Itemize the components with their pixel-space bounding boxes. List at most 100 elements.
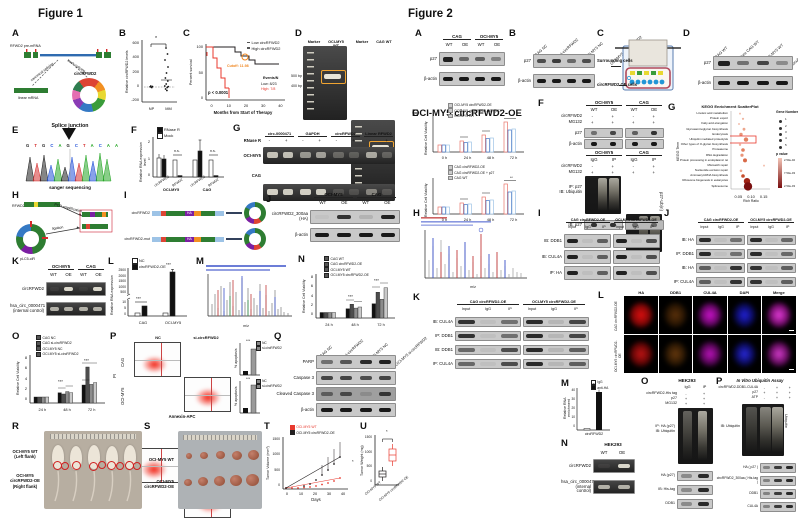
tick: 72 h [509,155,518,160]
blot [696,235,745,245]
sign: + [702,392,706,396]
kegg-term: Aminoacyl-tRNA biosynthesis [690,173,728,178]
cell-line-header: HEK293 [604,442,622,447]
blot [747,249,796,259]
label-line: (Left flank) [14,454,36,460]
x-ticks: 0 10 20 30 40 [280,491,350,496]
panel-letter: F [131,125,137,136]
mrna-label: linear mRNA [18,96,39,100]
fig1-panel-G: G circ-0000471 GAPDH circRFWD2 Linear RFWD2… [233,123,399,201]
fig2-panel-C: C Surrounding cells circRFWD2 OE cells [597,26,683,104]
tick: 6 [310,283,313,289]
blot-row: IB: DDB1 [538,234,660,248]
sign: + [776,391,778,395]
category: MM [165,106,172,111]
lane-labels: CAG WT Coculture CAG WT OCI-MY5 WT Cocultur… [714,37,798,68]
lane-label: WT [80,272,87,277]
tick: 0 [285,491,289,496]
blot [613,234,660,248]
y-ticks: 8 6 4 2 0 [22,355,27,401]
sign: - [763,386,765,390]
gel-row: circRFWD2 [561,459,635,473]
channel-headers: HA DDB1 CUL4A DAPI Merge [624,290,796,295]
tick: 6 [24,365,27,371]
sign: - [302,138,304,143]
tick: 0.15 [759,194,768,199]
legend-label: NC [262,379,267,384]
tick: 1500 [364,435,372,439]
lane-label: Input [616,225,624,229]
signs: + + [677,402,713,406]
circrna-label: circRFWD2 [74,71,97,76]
ns-annotation: n.s. [210,149,216,153]
blot [584,128,623,138]
column-header: si-circRFWD2 [193,335,219,340]
lane-label: CAG WT [376,40,392,44]
lane-label: OE [341,200,348,205]
cloning-diagram [24,202,113,235]
group: OCI-MY5 [162,187,180,192]
oe-cells-label: circRFWD2 OE cells [597,82,638,87]
row-label: DDB1 [665,501,675,506]
lane-labels-top: WT OE WT OE [584,107,664,112]
events-low: Low: 8/23 [261,82,277,86]
sign-row: ATP - + + [716,396,796,400]
ms-spectrum [421,217,527,279]
sign-row: MG132 + + + + [538,120,664,125]
blot-row-p27: p27 [538,128,664,138]
lane-label: IgG [684,385,691,389]
ip-ib-label: IP: HA (p27) IB: Ubiquitin [641,424,675,433]
viability-chart: OCI-MY5 circRFWD2-OE OCI-MY5 circRFWD2-OE… [422,102,536,164]
tick: 8 [24,355,27,360]
tick: 50 [198,69,203,75]
significance: * [155,36,158,42]
row-label: IP: HA [549,269,562,275]
blot [713,56,793,70]
row-label: IB: DDB1 [435,346,453,352]
gel-row: hsa_circ_0000471 (internal control) [561,479,635,495]
y-ticks-top: 2500 2000 1500 1000 500 [115,268,126,294]
pvalue-ticks: 2.50e-02 7.50e-03 2.50e-03 [784,158,798,188]
fig1-panel-U: U Tumor Weight (mg) 1500 1000 500 0 * OCI-M… [360,421,409,513]
fig2-panel-I: I CAG circRFWD2-OE OCI-MY5 circRFWD2-OE I… [538,208,662,292]
tick: 0 [136,82,139,88]
blot-row-ibp27: IB: p27 [538,220,664,230]
if-image-ddb1 [658,335,693,373]
cut-site [29,221,32,227]
sign-row: circRFWD2 - + - + [538,164,664,169]
sign-row: MG132 + + + + [538,170,664,175]
circrna-ring: circRFWD2 [72,71,106,112]
gel [46,302,106,316]
row-label: IB: CUL4A [541,253,562,259]
size-item: 4 [778,135,787,143]
panel-letter: C [183,28,190,39]
blot-row: IB: CUL4A [538,250,660,264]
legend-label: OCI-MY5 NC [42,346,63,351]
tick: 100 [196,44,204,49]
fig2-panel-K: K CAG circRFWD2-OE OCI-MY5 circRFWD2-OE I… [413,292,593,372]
lane-label: WT [362,200,370,205]
gel-row: circRFWD2 [10,282,106,296]
x-axis-label: Annexin-APC [168,414,196,419]
blot [760,488,796,499]
lane-label: OE [618,450,626,455]
lane-labels: Input IgG IP Input IgG IP [696,225,796,229]
lane-label: WT [630,107,638,112]
blot [625,220,664,230]
group-headers: CAG circRFWD2-OE OCI-MY5 circRFWD2-OE [564,218,660,223]
blot [564,234,611,248]
legend: Low circRFWD2 High circRFWD2 [247,40,280,51]
blot [455,331,521,341]
lane-label: IgG [630,157,638,162]
gel [46,282,106,296]
blot [439,72,505,86]
bars [432,178,524,215]
sign: - [763,396,765,400]
legend: OCI-MY5 WT OCI-MY5 circRFWD2-OE [290,425,335,436]
size-value: 4 [785,136,787,141]
panel-letter: Q [274,331,282,342]
panel-letter: J [664,208,670,219]
viability-chart: CAG circRFWD2-OE CAG circRFWD2-OE + p27 CA… [422,164,536,226]
